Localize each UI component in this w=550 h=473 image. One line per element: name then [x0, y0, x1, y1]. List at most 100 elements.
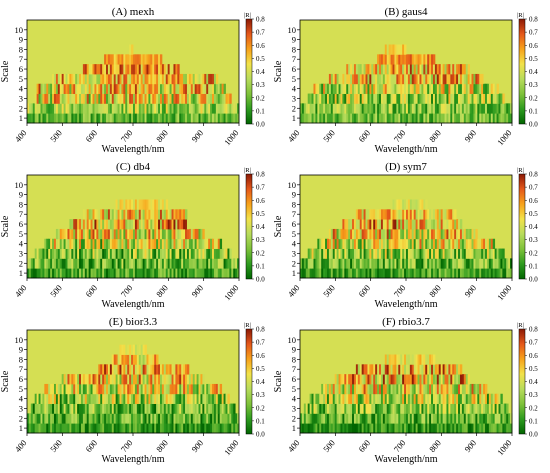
heatmap-cell: [380, 93, 384, 104]
heatmap-cell: [111, 93, 115, 104]
heatmap-cell: [448, 209, 451, 220]
heatmap-cell: [80, 393, 84, 404]
heatmap-cell: [63, 413, 66, 424]
heatmap-cell: [427, 393, 430, 404]
heatmap-cell: [313, 93, 316, 104]
heatmap-cell: [363, 219, 366, 230]
heatmap-cell: [432, 219, 436, 230]
heatmap-cell: [190, 228, 194, 240]
heatmap-cell: [323, 103, 326, 114]
heatmap-cell: [57, 103, 61, 114]
heatmap-cell: [27, 103, 30, 114]
heatmap-cell: [485, 258, 488, 269]
heatmap-cell: [386, 403, 390, 414]
heatmap-cell: [210, 238, 213, 249]
heatmap-cell: [237, 413, 240, 424]
heatmap-cell: [369, 268, 372, 279]
heatmap-cell: [342, 238, 345, 249]
heatmap-cell: [200, 383, 203, 395]
heatmap-cell: [148, 354, 151, 365]
heatmap-cell: [92, 83, 95, 94]
heatmap-cell: [161, 374, 165, 385]
heatmap-cell: [44, 268, 47, 279]
heatmap-cell: [71, 268, 74, 279]
heatmap-cell: [213, 403, 217, 414]
heatmap-cell: [411, 103, 415, 114]
heatmap-cell: [53, 258, 57, 269]
heatmap-cell: [353, 423, 357, 434]
heatmap-cell: [479, 73, 482, 85]
heatmap-cell: [107, 374, 111, 385]
heatmap-cell: [415, 248, 418, 259]
heatmap-cell: [165, 393, 169, 404]
heatmap-cell: [200, 393, 203, 404]
heatmap-cell: [361, 103, 364, 114]
heatmap-cell: [107, 113, 111, 124]
heatmap-cell: [163, 64, 167, 75]
heatmap-cell: [301, 103, 305, 114]
heatmap-cell: [461, 238, 465, 249]
heatmap-cell: [371, 403, 374, 414]
heatmap-cell: [148, 209, 151, 220]
heatmap-cell: [140, 258, 144, 269]
heatmap-cell: [375, 209, 378, 220]
heatmap-cell: [458, 268, 461, 279]
heatmap-cell: [146, 403, 149, 414]
heatmap-cell: [411, 113, 415, 124]
heatmap-cell: [486, 423, 490, 434]
heatmap-cell: [473, 248, 476, 259]
heatmap-cell: [53, 73, 57, 85]
heatmap-cell: [48, 103, 51, 114]
heatmap-cell: [227, 403, 230, 414]
heatmap-cell: [448, 93, 451, 104]
heatmap-cell: [475, 73, 478, 85]
heatmap-cell: [204, 93, 207, 104]
heatmap-cell: [167, 423, 171, 434]
heatmap-cell: [404, 219, 407, 230]
heatmap-cell: [423, 64, 426, 75]
heatmap-cell: [479, 83, 482, 94]
heatmap-cell: [119, 403, 122, 414]
heatmap-cell: [427, 83, 430, 94]
heatmap-cell: [471, 383, 474, 395]
heatmap-cell: [438, 228, 442, 240]
heatmap-cell: [27, 113, 30, 124]
heatmap-cell: [446, 113, 449, 124]
heatmap-cell: [150, 54, 153, 65]
x-tick-label: 400: [286, 128, 302, 144]
heatmap-cell: [185, 413, 188, 424]
heatmap-cell: [111, 73, 115, 85]
heatmap-cell: [121, 93, 124, 104]
heatmap-cell: [421, 383, 424, 395]
heatmap-cell: [123, 73, 126, 85]
heatmap-cell: [371, 258, 374, 269]
heatmap-cell: [61, 393, 65, 404]
heatmap-cell: [215, 83, 219, 94]
heatmap-cell: [121, 103, 124, 114]
heatmap-cell: [146, 258, 149, 269]
heatmap-cell: [321, 83, 324, 94]
heatmap-cell: [483, 248, 486, 259]
heatmap-cell: [456, 103, 459, 114]
heatmap-cell: [154, 403, 157, 414]
heatmap-cell: [92, 209, 95, 220]
heatmap-cell: [98, 413, 101, 424]
heatmap-cell: [377, 374, 380, 385]
heatmap-cell: [98, 219, 101, 230]
heatmap-cell: [477, 268, 480, 279]
heatmap-cell: [36, 268, 39, 279]
heatmap-cell: [233, 268, 236, 279]
heatmap-cell: [425, 248, 428, 259]
heatmap-cell: [90, 374, 93, 385]
heatmap-cell: [425, 354, 428, 365]
heatmap-cell: [409, 403, 413, 414]
heatmap-cell: [452, 64, 455, 75]
heatmap-cell: [413, 64, 417, 75]
heatmap-cell: [102, 403, 105, 414]
heatmap-cell: [138, 268, 142, 279]
heatmap-cell: [192, 403, 196, 414]
heatmap-cell: [144, 268, 147, 279]
heatmap-cell: [63, 383, 66, 395]
heatmap-cell: [125, 83, 128, 94]
heatmap-cell: [353, 413, 357, 424]
